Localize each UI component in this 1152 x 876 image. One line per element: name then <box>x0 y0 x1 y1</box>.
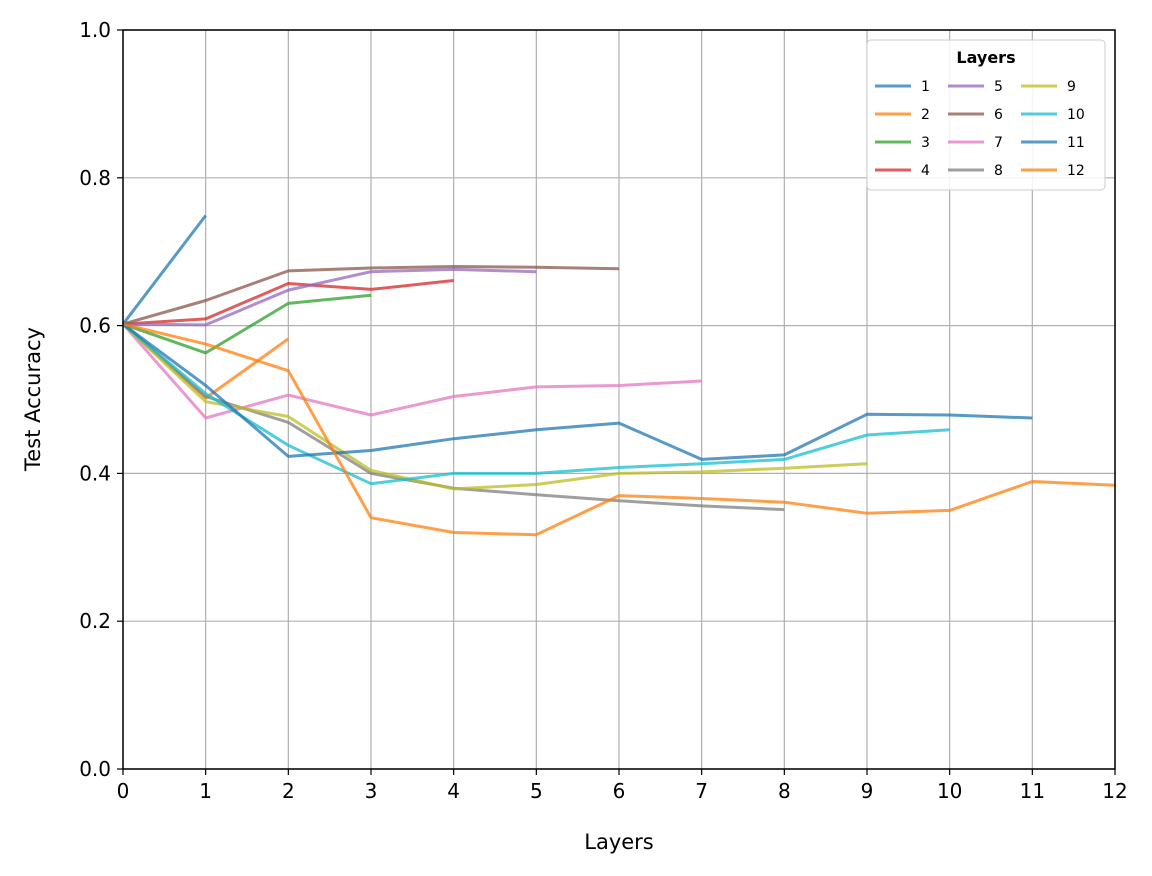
series-line-1 <box>121 214 207 326</box>
legend-label-12: 12 <box>1067 163 1085 179</box>
series-line-11 <box>122 322 1033 461</box>
y-tick-label: 0.0 <box>79 757 111 781</box>
legend-label-2: 2 <box>921 107 930 123</box>
x-tick-label: 7 <box>695 779 708 803</box>
y-tick-label: 0.2 <box>79 609 111 633</box>
x-tick-label: 4 <box>447 779 460 803</box>
y-axis-ticks: 0.0 0.2 0.4 0.6 0.8 1.0 <box>79 18 123 781</box>
legend-label-6: 6 <box>994 107 1003 123</box>
legend-label-4: 4 <box>921 163 930 179</box>
x-tick-label: 12 <box>1102 779 1127 803</box>
series-line-10 <box>122 322 950 486</box>
series-line-6 <box>122 265 620 326</box>
x-tick-label: 9 <box>861 779 874 803</box>
y-axis-label: Test Accuracy <box>21 327 45 472</box>
x-tick-label: 0 <box>117 779 130 803</box>
series-line-12 <box>122 322 1116 537</box>
legend-label-8: 8 <box>994 163 1003 179</box>
y-tick-label: 1.0 <box>79 18 111 42</box>
x-tick-label: 11 <box>1020 779 1045 803</box>
legend-label-7: 7 <box>994 135 1003 151</box>
x-tick-label: 8 <box>778 779 791 803</box>
series-line-3 <box>122 293 372 355</box>
x-tick-label: 5 <box>530 779 543 803</box>
x-axis-label: Layers <box>584 830 654 854</box>
legend-label-9: 9 <box>1067 79 1076 95</box>
x-tick-label: 6 <box>613 779 626 803</box>
y-tick-label: 0.8 <box>79 166 111 190</box>
legend-box <box>866 39 1106 191</box>
series-group <box>121 214 1116 537</box>
series-line-5 <box>122 267 537 327</box>
series-line-9 <box>121 323 868 491</box>
legend-label-5: 5 <box>994 79 1003 95</box>
legend-title: Layers <box>956 48 1015 67</box>
x-tick-label: 3 <box>365 779 378 803</box>
x-axis-ticks: 0 1 2 3 4 5 6 7 8 9 10 11 12 <box>117 769 1128 803</box>
y-tick-label: 0.4 <box>79 461 111 485</box>
legend-label-3: 3 <box>921 135 930 151</box>
legend-label-11: 11 <box>1067 135 1085 151</box>
legend-label-10: 10 <box>1067 107 1085 123</box>
series-line-7 <box>121 323 702 420</box>
y-tick-label: 0.6 <box>79 314 111 338</box>
x-tick-label: 1 <box>199 779 212 803</box>
legend-label-1: 1 <box>921 79 930 95</box>
x-tick-label: 2 <box>282 779 295 803</box>
series-line-4 <box>122 279 454 326</box>
x-tick-label: 10 <box>937 779 962 803</box>
